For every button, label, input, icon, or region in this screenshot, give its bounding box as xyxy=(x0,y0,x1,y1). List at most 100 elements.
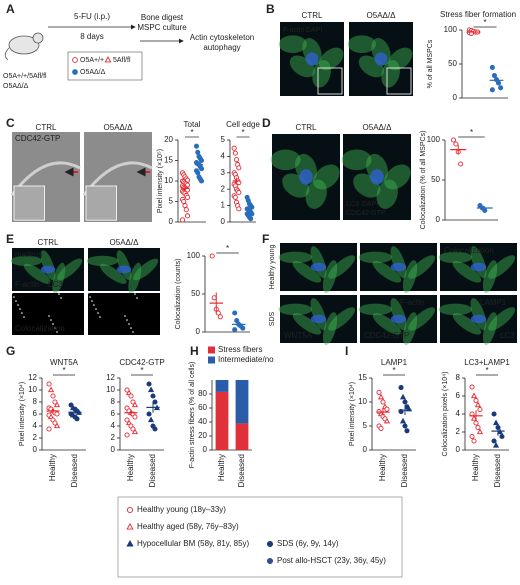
cell-signal xyxy=(312,60,331,88)
data-point xyxy=(182,203,188,209)
signal-dot xyxy=(97,312,99,314)
x-tick-label: Diseased xyxy=(237,454,246,487)
data-point xyxy=(54,411,60,417)
label: O5A+/+/5Afl/fl xyxy=(3,73,47,80)
signal-dot xyxy=(56,331,58,333)
label: O5AΔ/Δ xyxy=(367,11,397,20)
y-tick-label: 2 xyxy=(221,184,226,193)
y-tick-label: 5 xyxy=(169,197,174,206)
panel-letter: F xyxy=(262,232,269,246)
data-point xyxy=(469,384,475,390)
legend-label: Post allo-HSCT (23y, 36y, 45y) xyxy=(277,556,386,565)
cell-signal xyxy=(270,149,301,171)
data-point xyxy=(124,432,130,438)
y-tick-label: 0 xyxy=(169,217,174,226)
label: Colocalization xyxy=(444,246,494,255)
signal-dot xyxy=(132,331,134,333)
y-tick-label: 10 xyxy=(164,176,173,185)
y-tick-label: 4 xyxy=(111,421,116,430)
y-tick-label: 10 xyxy=(106,385,115,394)
nucleus xyxy=(470,262,487,272)
data-point xyxy=(131,401,139,408)
legend-box xyxy=(67,51,143,81)
inset xyxy=(85,185,118,221)
label: MSPC culture xyxy=(137,23,187,32)
data-point xyxy=(232,150,238,156)
signal-dot xyxy=(15,300,17,302)
y-tick-label: 10 xyxy=(358,397,367,406)
signal-dot xyxy=(128,323,130,325)
chart-title: LAMP1 xyxy=(381,358,408,367)
label: WNT5A xyxy=(284,331,313,340)
chart-title: WNT5A xyxy=(50,358,79,367)
legend-label: Healthy aged (58y, 76y–83y) xyxy=(137,522,239,531)
y-tick-label: 6 xyxy=(33,409,38,418)
data-point xyxy=(128,393,134,399)
cell-signal xyxy=(322,260,338,294)
y-tick-label: 15 xyxy=(358,373,367,382)
label: CTRL xyxy=(302,11,323,20)
label: DAPI xyxy=(306,27,322,34)
label: 8 days xyxy=(80,32,104,41)
significance-label: * xyxy=(140,366,143,375)
data-point xyxy=(453,141,459,147)
data-point xyxy=(150,393,156,399)
nucleus xyxy=(310,262,327,272)
y-tick-label: 20 xyxy=(164,135,173,144)
data-point xyxy=(50,393,56,399)
label: O5AΔ/Δ xyxy=(363,123,393,132)
cell-signal xyxy=(278,35,307,54)
chart-title: LC3+LAMP1 xyxy=(464,358,510,367)
nucleus xyxy=(310,314,327,324)
data-point xyxy=(198,166,205,172)
significance-label: * xyxy=(392,366,395,375)
data-point xyxy=(402,399,408,405)
nucleus xyxy=(40,265,56,274)
signal-dot xyxy=(124,315,126,317)
data-point xyxy=(217,314,223,320)
signal-dot xyxy=(134,293,136,295)
data-point xyxy=(491,73,497,79)
label: CDC42-GTP xyxy=(346,210,386,217)
cell-signal xyxy=(408,307,436,331)
y-tick-label: 0 xyxy=(33,445,38,454)
y-axis-label: Colocalization (counts) xyxy=(175,259,182,330)
data-point xyxy=(266,540,274,548)
micrograph xyxy=(88,293,160,335)
data-point xyxy=(491,411,497,417)
y-tick-label: 6 xyxy=(111,409,116,418)
y-axis-label: F-actin stress fibers (% of all cells) xyxy=(189,362,196,469)
cell-signal xyxy=(402,312,418,346)
mouse-head xyxy=(32,32,44,44)
cell-signal xyxy=(488,307,516,331)
label: autophagy xyxy=(203,43,240,52)
x-tick-label: Diseased xyxy=(493,454,502,487)
cell-signal xyxy=(341,149,372,171)
cell-signal xyxy=(482,260,498,294)
data-point xyxy=(383,417,391,424)
y-axis-label: Pixel intensity (×10⁴) xyxy=(19,382,26,446)
cell-signal xyxy=(57,258,83,281)
data-point xyxy=(475,424,481,431)
legend-swatch xyxy=(208,346,215,354)
label: Actin cytoskeleton xyxy=(190,33,254,42)
signal-dot xyxy=(17,304,19,306)
data-point xyxy=(184,194,191,200)
cell-signal xyxy=(381,60,400,88)
label: Healthy young xyxy=(269,245,276,290)
y-tick-label: 12 xyxy=(106,373,115,382)
data-point xyxy=(476,428,484,435)
data-point xyxy=(46,426,52,432)
y-tick-label: 8 xyxy=(33,397,38,406)
nucleus xyxy=(374,52,388,66)
cell-signal xyxy=(408,255,436,279)
data-point xyxy=(236,165,242,171)
signal-dot xyxy=(19,308,21,310)
x-tick-label: Healthy xyxy=(217,454,226,481)
data-point xyxy=(232,194,238,200)
cell-signal xyxy=(322,312,338,346)
x-tick-label: Diseased xyxy=(148,454,157,487)
data-point xyxy=(498,85,504,91)
cell-signal xyxy=(292,312,322,335)
y-tick-label: 60 xyxy=(198,403,207,412)
